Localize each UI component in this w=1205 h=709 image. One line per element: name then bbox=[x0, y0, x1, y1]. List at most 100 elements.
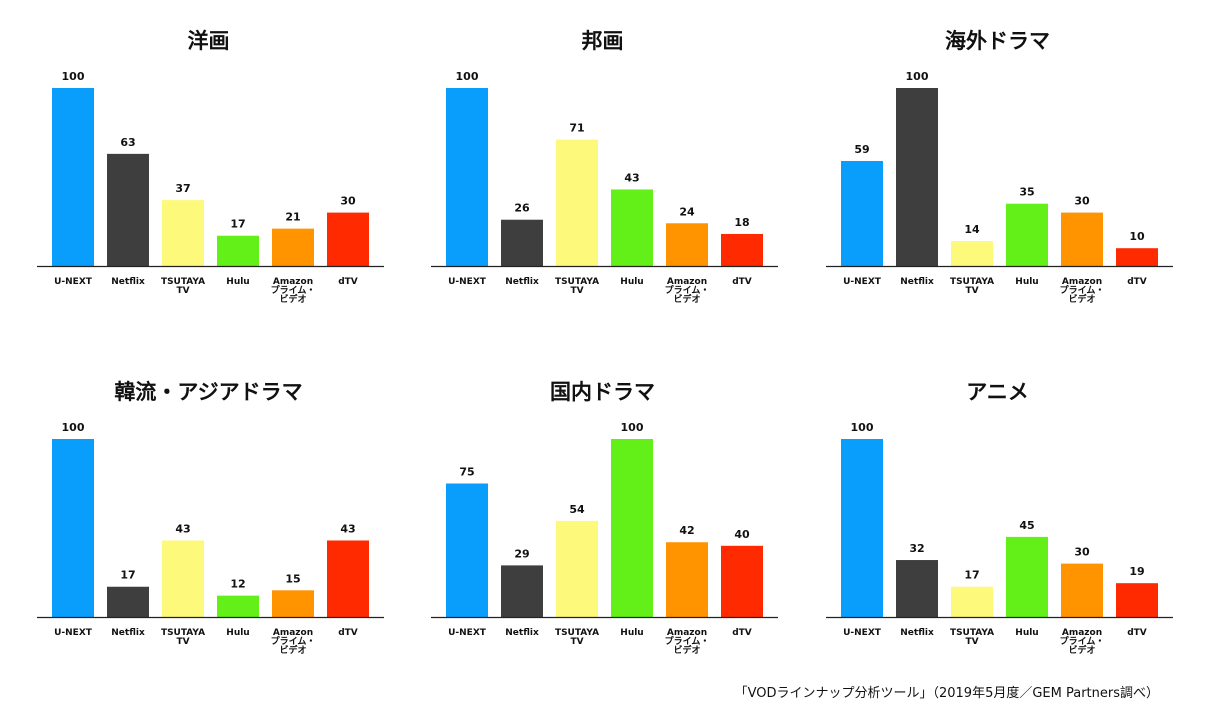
data-label: 14 bbox=[964, 223, 980, 236]
bar bbox=[162, 540, 204, 617]
data-label: 43 bbox=[624, 171, 639, 184]
category-label: Netflix bbox=[111, 277, 145, 287]
category-label: TV bbox=[965, 286, 978, 296]
category-label: TSUTAYA bbox=[555, 628, 599, 638]
category-label: TSUTAYA bbox=[950, 277, 994, 287]
bar bbox=[666, 223, 708, 266]
data-label: 42 bbox=[679, 524, 694, 537]
bar bbox=[107, 586, 149, 617]
data-label: 10 bbox=[1129, 230, 1145, 243]
category-label: dTV bbox=[732, 277, 752, 287]
category-label: U-NEXT bbox=[448, 277, 487, 287]
bar bbox=[162, 200, 204, 266]
category-label: dTV bbox=[732, 628, 752, 638]
data-label: 59 bbox=[854, 143, 869, 156]
data-label: 45 bbox=[1019, 519, 1034, 532]
category-label: Hulu bbox=[1015, 277, 1038, 287]
bar bbox=[327, 212, 369, 266]
category-label: Amazon bbox=[273, 628, 313, 638]
bar bbox=[721, 233, 763, 266]
bar bbox=[611, 439, 653, 617]
data-label: 21 bbox=[285, 211, 300, 224]
chart-title: 韓流・アジアドラマ bbox=[114, 380, 302, 404]
data-label: 15 bbox=[285, 572, 300, 585]
bar bbox=[896, 88, 938, 266]
category-label: Netflix bbox=[900, 277, 934, 287]
bar bbox=[1061, 563, 1103, 617]
bar bbox=[556, 520, 598, 617]
bar bbox=[841, 439, 883, 617]
bar bbox=[107, 153, 149, 266]
category-label: TSUTAYA bbox=[161, 277, 205, 287]
category-label: ビデオ bbox=[1068, 644, 1095, 656]
bar bbox=[446, 483, 488, 617]
category-label: TV bbox=[570, 286, 583, 296]
bar bbox=[896, 560, 938, 617]
category-label: Netflix bbox=[900, 628, 934, 638]
category-label: dTV bbox=[338, 277, 358, 287]
data-label: 32 bbox=[909, 542, 924, 555]
data-label: 30 bbox=[1074, 546, 1090, 559]
category-label: Netflix bbox=[111, 628, 145, 638]
data-label: 30 bbox=[340, 195, 356, 208]
category-label: TV bbox=[176, 637, 189, 647]
category-label: プライム・ bbox=[271, 284, 316, 296]
data-label: 100 bbox=[621, 421, 644, 434]
bar bbox=[52, 439, 94, 617]
category-label: プライム・ bbox=[1060, 284, 1105, 296]
category-label: Hulu bbox=[1015, 628, 1038, 638]
bar bbox=[666, 542, 708, 617]
category-label: Amazon bbox=[273, 277, 313, 287]
bar bbox=[272, 228, 314, 266]
category-label: プライム・ bbox=[1060, 635, 1105, 647]
data-label: 19 bbox=[1129, 565, 1144, 578]
bar bbox=[951, 241, 993, 266]
data-label: 17 bbox=[230, 218, 245, 231]
bar bbox=[327, 540, 369, 617]
category-label: Netflix bbox=[505, 277, 539, 287]
data-label: 43 bbox=[340, 522, 355, 535]
category-label: ビデオ bbox=[673, 644, 700, 656]
category-label: U-NEXT bbox=[54, 277, 93, 287]
data-label: 30 bbox=[1074, 195, 1090, 208]
category-label: Amazon bbox=[667, 277, 707, 287]
data-label: 100 bbox=[906, 70, 929, 83]
data-label: 40 bbox=[734, 528, 750, 541]
category-label: TV bbox=[965, 637, 978, 647]
bar bbox=[52, 88, 94, 266]
data-label: 17 bbox=[120, 569, 135, 582]
data-label: 37 bbox=[175, 182, 190, 195]
data-label: 71 bbox=[569, 122, 584, 135]
chart-title: 洋画 bbox=[188, 29, 230, 53]
category-label: プライム・ bbox=[665, 635, 710, 647]
category-label: Netflix bbox=[505, 628, 539, 638]
category-label: Hulu bbox=[620, 277, 643, 287]
category-label: ビデオ bbox=[1068, 293, 1095, 305]
data-label: 29 bbox=[514, 547, 529, 560]
bar bbox=[1006, 203, 1048, 266]
bar bbox=[556, 139, 598, 266]
data-label: 17 bbox=[964, 569, 979, 582]
bar bbox=[217, 595, 259, 617]
category-label: U-NEXT bbox=[843, 628, 882, 638]
bar bbox=[1006, 536, 1048, 617]
data-label: 75 bbox=[459, 466, 474, 479]
data-label: 54 bbox=[569, 503, 585, 516]
category-label: ビデオ bbox=[279, 293, 306, 305]
data-label: 12 bbox=[230, 578, 245, 591]
bar bbox=[951, 586, 993, 617]
bar bbox=[1116, 583, 1158, 617]
category-label: Hulu bbox=[620, 628, 643, 638]
category-label: TSUTAYA bbox=[950, 628, 994, 638]
bar bbox=[1061, 212, 1103, 266]
data-label: 100 bbox=[456, 70, 479, 83]
bar bbox=[272, 590, 314, 617]
bar bbox=[1116, 248, 1158, 266]
category-label: Amazon bbox=[667, 628, 707, 638]
data-label: 100 bbox=[62, 421, 85, 434]
category-label: dTV bbox=[1127, 628, 1147, 638]
